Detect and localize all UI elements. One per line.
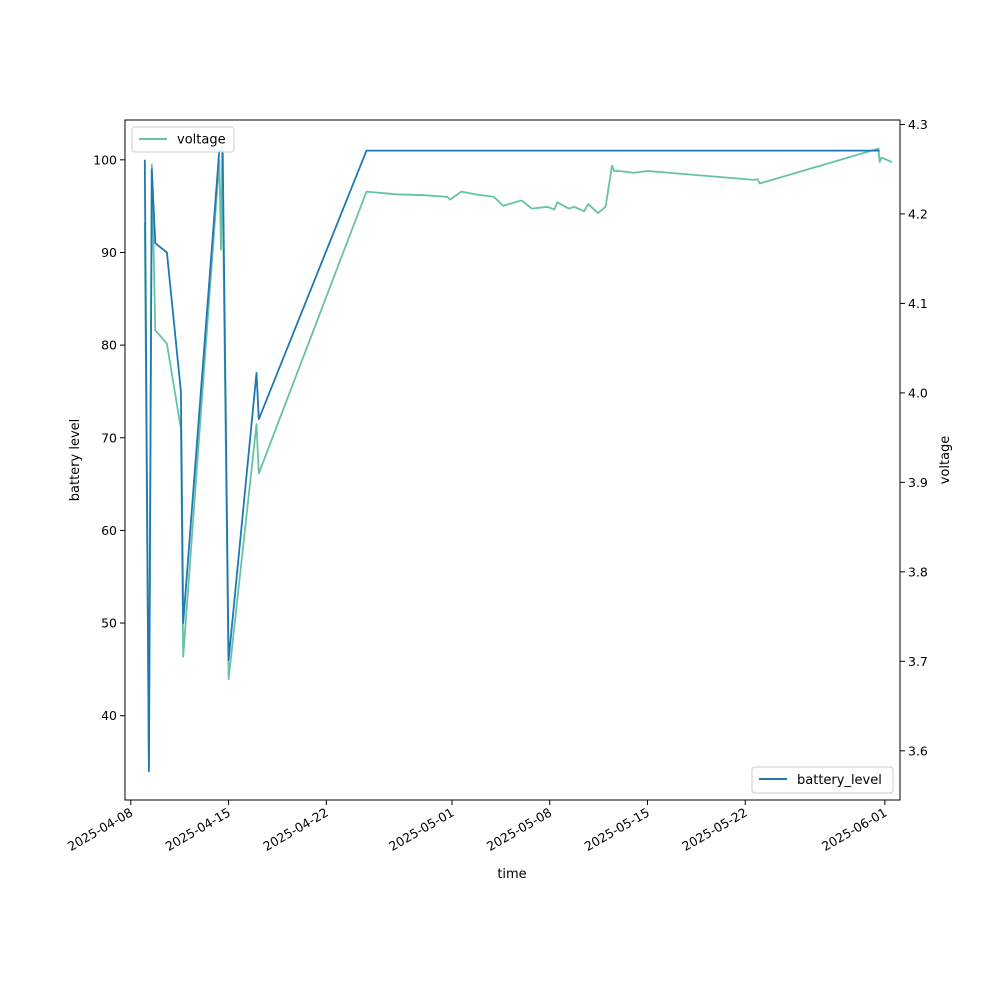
y2-tick-label: 4.1 — [908, 296, 928, 311]
x-tick-label: 2025-04-08 — [65, 805, 135, 854]
y-axis-right: 3.6 3.7 3.8 3.9 4.0 4.1 4.2 4.3 — [900, 117, 928, 758]
y-tick-label: 50 — [101, 616, 117, 631]
x-tick-label: 2025-05-08 — [484, 805, 554, 854]
legend-battery-box — [751, 766, 894, 794]
y-axis-label: battery level — [68, 419, 83, 502]
plot-lines — [143, 145, 893, 773]
y-tick-label: 100 — [93, 152, 117, 167]
x-tick-label: 2025-05-22 — [679, 805, 749, 854]
legend-voltage-label: voltage — [177, 133, 226, 148]
legend-voltage: voltage — [131, 126, 235, 153]
y-tick-label: 60 — [101, 523, 117, 538]
x-tick-label: 2025-06-01 — [819, 805, 889, 854]
y-tick-label: 90 — [101, 245, 117, 260]
y2-tick-label: 4.2 — [908, 206, 928, 221]
y-tick-label: 40 — [101, 708, 117, 723]
y2-tick-label: 3.6 — [908, 743, 928, 758]
y2-tick-label: 3.9 — [908, 475, 928, 490]
y2-axis-label: voltage — [938, 436, 953, 485]
x-axis: 2025-04-08 2025-04-15 2025-04-22 2025-05-01… — [65, 800, 889, 854]
x-tick-label: 2025-05-01 — [386, 805, 456, 854]
legend-voltage-box — [131, 126, 235, 153]
series-line-voltage — [143, 145, 893, 770]
series-line-battery_level — [143, 149, 880, 773]
y2-tick-label: 4.0 — [908, 385, 928, 400]
y2-tick-label: 4.3 — [908, 117, 928, 132]
y-axis-left: 40 50 60 70 80 90 100 — [93, 152, 125, 723]
y2-tick-label: 3.7 — [908, 654, 928, 669]
x-tick-label: 2025-05-15 — [582, 805, 652, 854]
x-tick-label: 2025-04-15 — [163, 805, 233, 854]
x-axis-label: time — [497, 867, 526, 882]
y-tick-label: 80 — [101, 338, 117, 353]
legend-battery: battery_level — [751, 766, 894, 794]
plot-frame — [124, 119, 901, 801]
legend-battery-label: battery_level — [797, 773, 882, 788]
y-tick-label: 70 — [101, 430, 117, 445]
x-tick-label: 2025-04-22 — [260, 805, 330, 854]
y2-tick-label: 3.8 — [908, 564, 928, 579]
